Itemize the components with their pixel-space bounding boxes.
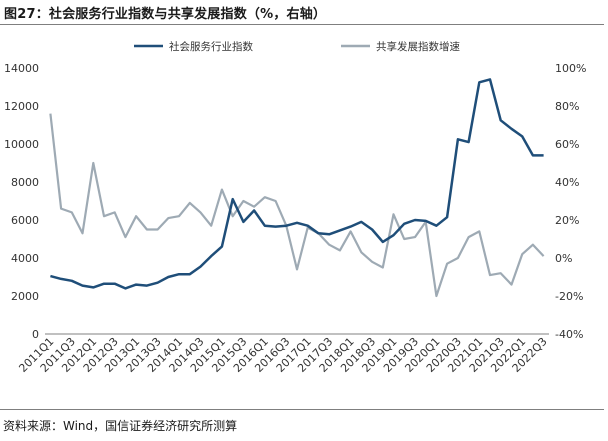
line-chart: 社会服务行业指数 共享发展指数增速 0 2000 4000 6000 8000 10000… xyxy=(4,40,586,375)
left-axis-tick-label: 12000 xyxy=(4,100,39,113)
series-layer xyxy=(49,78,545,298)
source-note: 资料来源：Wind，国信证券经济研究所测算 xyxy=(3,419,238,433)
legend-label-growth: 共享发展指数增速 xyxy=(376,40,460,53)
title-divider xyxy=(0,24,604,25)
chart-title: 图27：社会服务行业指数与共享发展指数（%，右轴） xyxy=(4,7,327,22)
left-axis-tick-label: 4000 xyxy=(11,252,39,265)
left-axis-tick-label: 14000 xyxy=(4,62,39,75)
left-axis-tick-label: 0 xyxy=(32,328,39,341)
right-axis-tick-label: 20% xyxy=(555,214,579,227)
left-axis-tick-label: 10000 xyxy=(4,138,39,151)
left-axis-tick-label: 8000 xyxy=(11,176,39,189)
source-divider xyxy=(0,409,604,410)
series-line-sharing-growth xyxy=(49,113,545,298)
series-line-service-index xyxy=(50,78,544,290)
right-axis-tick-label: 40% xyxy=(555,176,579,189)
right-axis-tick-label: -20% xyxy=(555,290,583,303)
chart-legend: 社会服务行业指数 共享发展指数增速 xyxy=(134,40,460,53)
right-axis-tick-label: -40% xyxy=(555,328,583,341)
right-axis-tick-label: 100% xyxy=(555,62,586,75)
left-axis-tick-label: 2000 xyxy=(11,290,39,303)
right-axis-tick-label: 80% xyxy=(555,100,579,113)
left-axis-tick-label: 6000 xyxy=(11,214,39,227)
right-axis-tick-label: 60% xyxy=(555,138,579,151)
legend-label-index: 社会服务行业指数 xyxy=(169,40,253,53)
axes-layer: 0 2000 4000 6000 8000 10000 12000 14000 -40% -20%… xyxy=(4,62,586,375)
right-axis-tick-label: 0% xyxy=(555,252,572,265)
